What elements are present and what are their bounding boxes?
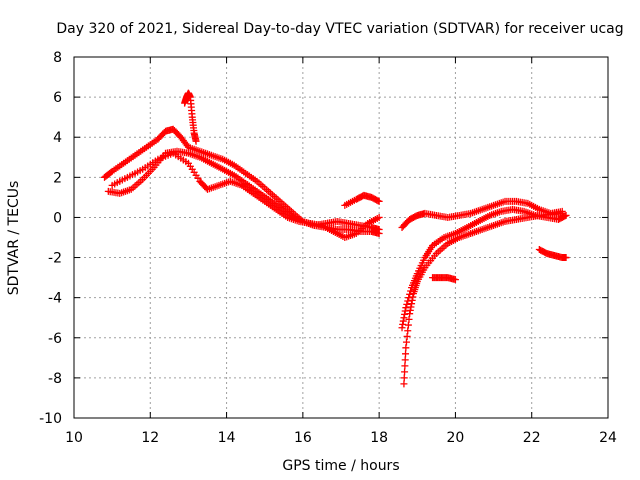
data-point-marker (558, 207, 566, 215)
data-point-marker (405, 294, 413, 302)
series-evening-arc (341, 191, 383, 209)
x-tick-label: 16 (294, 430, 312, 446)
data-points (101, 89, 570, 388)
y-tick-label: -2 (48, 251, 62, 267)
data-point-marker (374, 197, 382, 205)
series-spike (181, 89, 200, 145)
x-tick-label: 18 (370, 430, 388, 446)
data-point-marker (400, 374, 408, 382)
data-point-marker (403, 300, 411, 308)
x-tick-label: 24 (599, 430, 617, 446)
x-tick-label: 14 (218, 430, 236, 446)
series-recovery-c (398, 197, 566, 231)
y-axis-label: SDTVAR / TECUs (6, 181, 22, 296)
series-recovery-b (398, 205, 570, 332)
series-pass-c (108, 149, 383, 241)
y-tick-label: 6 (53, 90, 62, 106)
y-tick-label: -8 (48, 371, 62, 387)
data-point-marker (401, 368, 409, 376)
y-tick-label: 8 (53, 50, 62, 66)
y-tick-label: -10 (39, 411, 62, 427)
data-point-marker (561, 212, 569, 220)
x-axis-label: GPS time / hours (282, 458, 399, 474)
data-point-marker (401, 362, 409, 370)
data-point-marker (375, 213, 383, 221)
x-tick-label: 20 (447, 430, 465, 446)
y-tick-label: -4 (48, 291, 62, 307)
data-point-marker (407, 287, 415, 295)
chart-title: Day 320 of 2021, Sidereal Day-to-day VTE… (56, 21, 623, 37)
y-tick-label: 2 (53, 170, 62, 186)
data-point-marker (451, 276, 459, 284)
y-tick-label: 4 (53, 130, 62, 146)
data-point-marker (402, 350, 410, 358)
x-tick-label: 10 (65, 430, 83, 446)
data-point-marker (375, 229, 383, 237)
data-point-marker (192, 137, 200, 145)
data-point-marker (400, 380, 408, 388)
data-point-marker (401, 356, 409, 364)
x-tick-label: 22 (523, 430, 541, 446)
data-point-marker (404, 297, 412, 305)
data-point-marker (562, 211, 570, 219)
x-tick-label: 12 (141, 430, 159, 446)
data-point-marker (375, 197, 383, 205)
plot-frame (73, 56, 609, 419)
y-tick-label: -6 (48, 331, 62, 347)
data-point-marker (402, 304, 410, 312)
y-tick-label: 0 (53, 210, 62, 226)
series-segment-late (535, 246, 570, 262)
series-segment-mid (429, 274, 459, 284)
data-point-marker (562, 254, 570, 262)
data-point-marker (406, 290, 414, 298)
